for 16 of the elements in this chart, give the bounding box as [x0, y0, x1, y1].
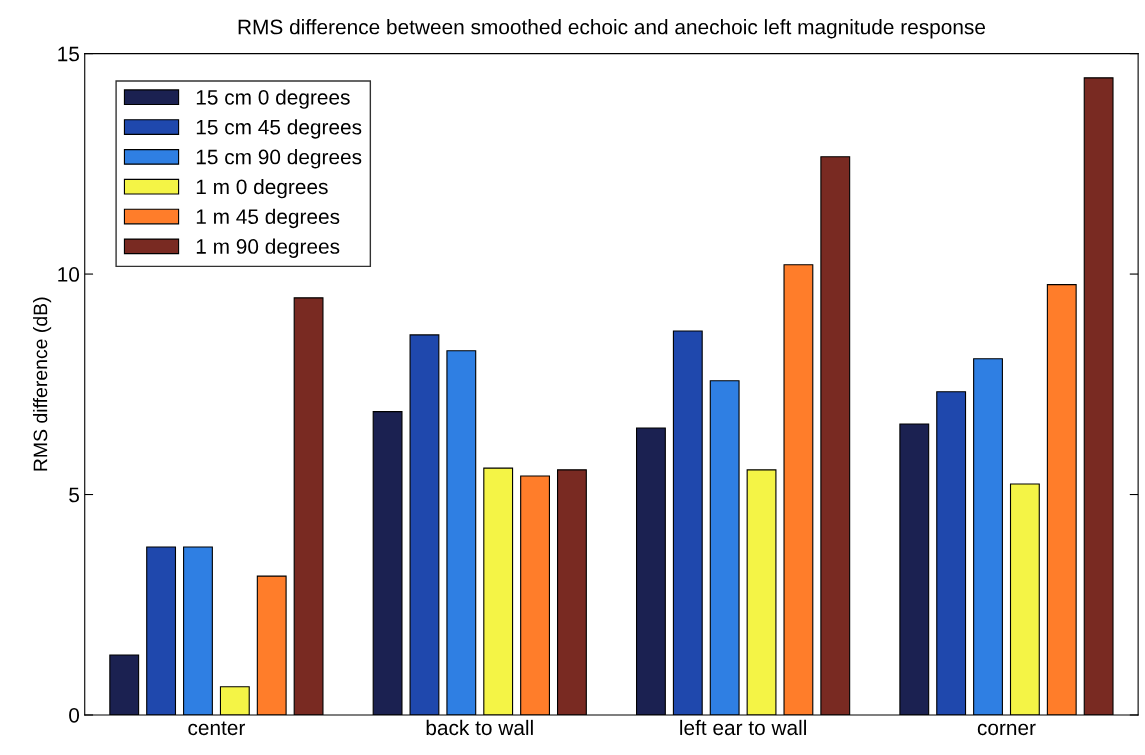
legend-label: 15 cm 45 degrees: [196, 119, 362, 139]
x-tick-label: center: [188, 721, 246, 736]
legend-label: 1 m 0 degrees: [196, 178, 328, 199]
x-tick-label: left ear to wall: [680, 719, 806, 736]
y-axis-title: RMS difference (dB): [33, 297, 52, 471]
y-tick-label: 5: [69, 487, 79, 503]
y-tick-label: 10: [58, 267, 80, 282]
chart-title: RMS difference between smoothed echoic and anechoic left magnitude response: [238, 19, 985, 39]
x-tick-label: corner: [977, 723, 1036, 736]
legend-label: 15 cm 90 degrees: [196, 149, 362, 169]
legend-label: 1 m 45 degrees: [196, 208, 340, 229]
legend-label: 1 m 90 degrees: [196, 238, 340, 258]
y-tick-label: 0: [69, 707, 80, 723]
x-tick-label: back to wall: [426, 719, 533, 736]
legend-label: 15 cm 0 degrees: [196, 89, 350, 109]
y-tick-label: 15: [58, 46, 79, 62]
